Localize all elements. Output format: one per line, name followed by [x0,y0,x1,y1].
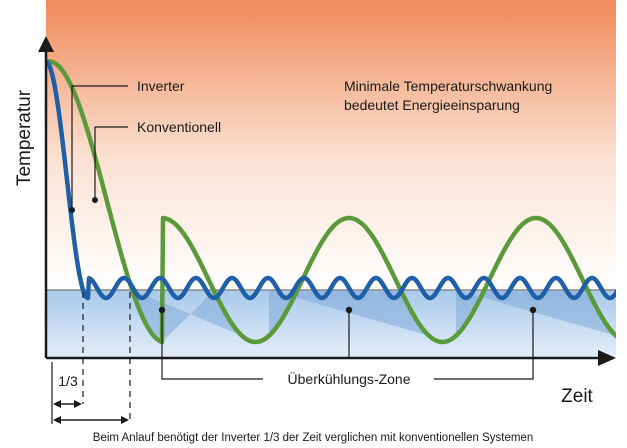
inverter-time-arrow [53,400,82,408]
inverter-leader-dot [69,207,75,213]
zone-leaders [161,310,534,380]
x-axis-arrow [598,350,616,366]
note-line-2: bedeutet Energieeinsparung [344,97,520,113]
conventional-legend-label: Konventionell [137,119,221,135]
y-axis-arrow [38,36,54,52]
conventional-time-arrow [53,416,129,424]
zone-dot-2 [345,306,353,314]
inverter-legend-label: Inverter [137,78,185,94]
note-line-1: Minimale Temperaturschwankung [344,78,552,94]
conventional-leader [94,126,128,200]
inverter-curve [46,59,616,301]
fraction-label: 1/3 [58,373,78,389]
y-axis-label: Temperatur [14,89,35,186]
conventional-curve [46,59,616,345]
x-axis-label: Zeit [561,386,593,407]
inverter-leader [71,85,128,210]
zone-dot-1 [158,306,166,314]
conventional-leader-dot [92,197,98,203]
zone-dot-3 [529,306,537,314]
caption: Beim Anlauf benötigt der Inverter 1/3 de… [93,432,533,444]
zone-label: Überkühlungs-Zone [288,370,411,387]
background-gradient [46,0,616,290]
zone-shade-3 [456,290,616,336]
